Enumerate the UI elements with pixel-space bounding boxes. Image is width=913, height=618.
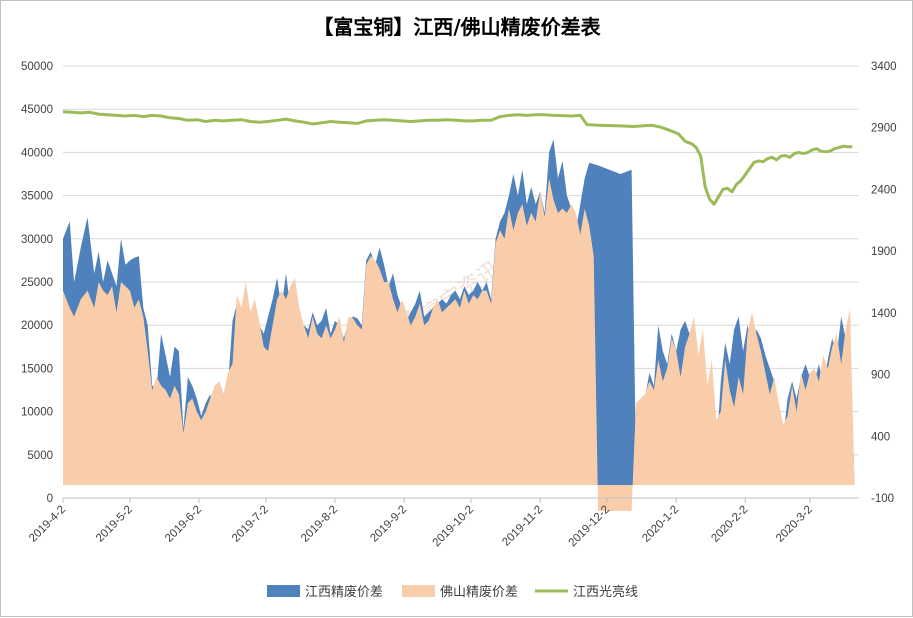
x-axis-tick-label: 2020-3-2 xyxy=(774,504,815,545)
x-axis-tick-label: 2019-8-2 xyxy=(299,504,340,545)
series-layer xyxy=(62,110,855,512)
legend-swatch xyxy=(267,585,300,597)
left-axis-tick-label: 45000 xyxy=(21,104,53,116)
x-axis-tick-label: 2020-2-2 xyxy=(709,504,750,545)
x-axis-tick-label: 2019-5-2 xyxy=(94,504,135,545)
left-axis-tick-label: 20000 xyxy=(21,320,53,332)
legend: 江西精废价差 佛山精废价差 江西光亮线 xyxy=(267,584,638,600)
left-axis-tick-label: 40000 xyxy=(21,147,53,159)
series-foshan-spread-area xyxy=(63,178,855,512)
legend-label: 江西光亮线 xyxy=(573,584,638,600)
right-axis-tick-label: 1400 xyxy=(871,308,897,320)
x-axis-tick-label: 2020-1-2 xyxy=(640,504,681,545)
right-axis-tick-label: 900 xyxy=(871,370,890,382)
right-axis-tick-label: 1900 xyxy=(871,246,897,258)
left-axis-tick-label: 15000 xyxy=(21,363,53,375)
x-axis-tick-label: 2019-7-2 xyxy=(230,504,271,545)
x-axis-tick-label: 2019-4-2 xyxy=(27,504,68,545)
right-axis-tick-label: 2400 xyxy=(871,184,897,196)
right-axis-tick-label: -100 xyxy=(871,493,894,505)
left-axis-tick-label: 35000 xyxy=(21,191,53,203)
right-axis-tick-label: 400 xyxy=(871,431,890,443)
x-axis-tick-label: 2019-12-2 xyxy=(567,504,613,550)
legend-label: 佛山精废价差 xyxy=(440,584,518,600)
x-axis: 2019-4-2 2019-5-2 2019-6-2 2019-7-2 2019-8-2… xyxy=(27,497,859,550)
left-axis-tick-label: 10000 xyxy=(21,407,53,419)
x-axis-tick-label: 2019-6-2 xyxy=(163,504,204,545)
chart-title: 【富宝铜】江西/佛山精废价差表 xyxy=(313,15,601,39)
series-jiangxi-wire-line xyxy=(62,110,853,206)
left-axis: 0 5000 10000 15000 20000 25000 30000 35000 40000… xyxy=(21,61,53,505)
x-axis-tick-label: 2019-10-2 xyxy=(431,504,477,550)
right-axis: -100 400 900 1400 1900 2400 2900 3400 xyxy=(871,61,897,505)
legend-swatch xyxy=(402,585,435,597)
x-axis-tick-label: 2019-11-2 xyxy=(500,504,545,549)
right-axis-tick-label: 3400 xyxy=(871,61,897,73)
right-axis-tick-label: 2900 xyxy=(871,123,897,135)
legend-label: 江西精废价差 xyxy=(305,584,383,600)
left-axis-tick-label: 5000 xyxy=(27,450,53,462)
left-axis-tick-label: 0 xyxy=(47,493,53,505)
left-axis-tick-label: 30000 xyxy=(21,234,53,246)
x-axis-tick-label: 2019-9-2 xyxy=(368,504,409,545)
left-axis-tick-label: 25000 xyxy=(21,277,53,289)
left-axis-tick-label: 50000 xyxy=(21,61,53,73)
